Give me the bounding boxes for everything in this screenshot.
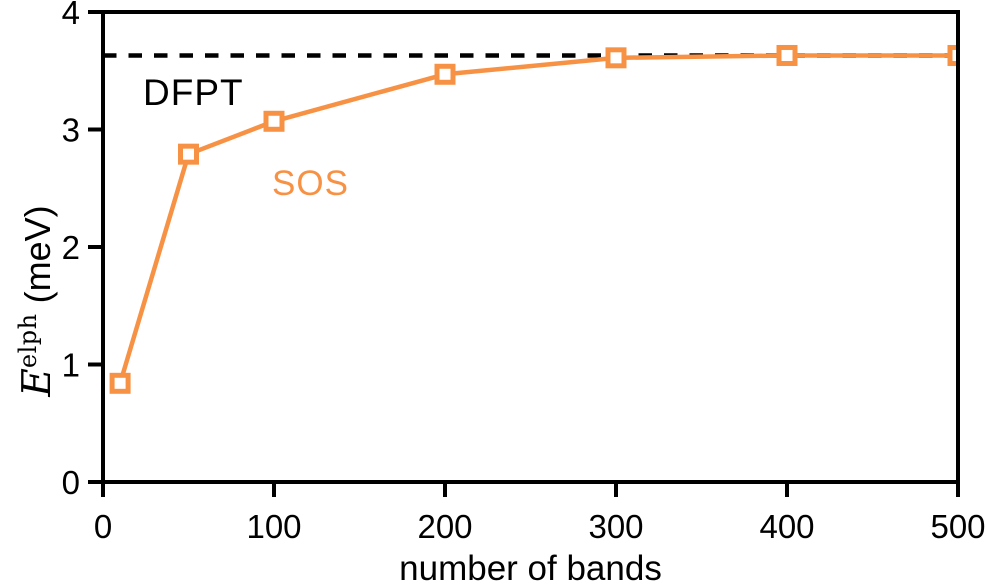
y-tick-label: 0 [62,464,80,501]
sos-marker [263,110,285,132]
sos-marker [178,143,199,165]
y-axis-label-unit: (meV) [17,205,58,314]
y-tick-label: 3 [62,112,80,149]
y-tick-label: 4 [62,0,80,31]
x-tick-label: 500 [930,508,985,545]
dfpt-line-label: DFPT [143,72,244,113]
y-axis-label: Eelph (meV) [3,101,60,501]
y-axis-label-superscript: elph [14,313,42,369]
sos-marker [434,63,456,85]
sos-line [117,53,958,384]
x-tick-label: 0 [94,508,112,545]
sos-marker [605,47,627,69]
x-axis-label: number of bands [399,549,662,587]
sos-marker [947,44,958,66]
sos-marker [109,372,131,394]
sos-marker [776,44,798,66]
y-axis-label-symbol: E [15,368,60,397]
x-tick-label: 200 [417,508,472,545]
x-tick-label: 400 [759,508,814,545]
x-tick-label: 300 [588,508,643,545]
y-tick-label: 1 [62,347,80,384]
sos-series-label: SOS [272,164,349,203]
y-tick-label: 2 [62,229,80,266]
x-tick-label: 100 [246,508,301,545]
